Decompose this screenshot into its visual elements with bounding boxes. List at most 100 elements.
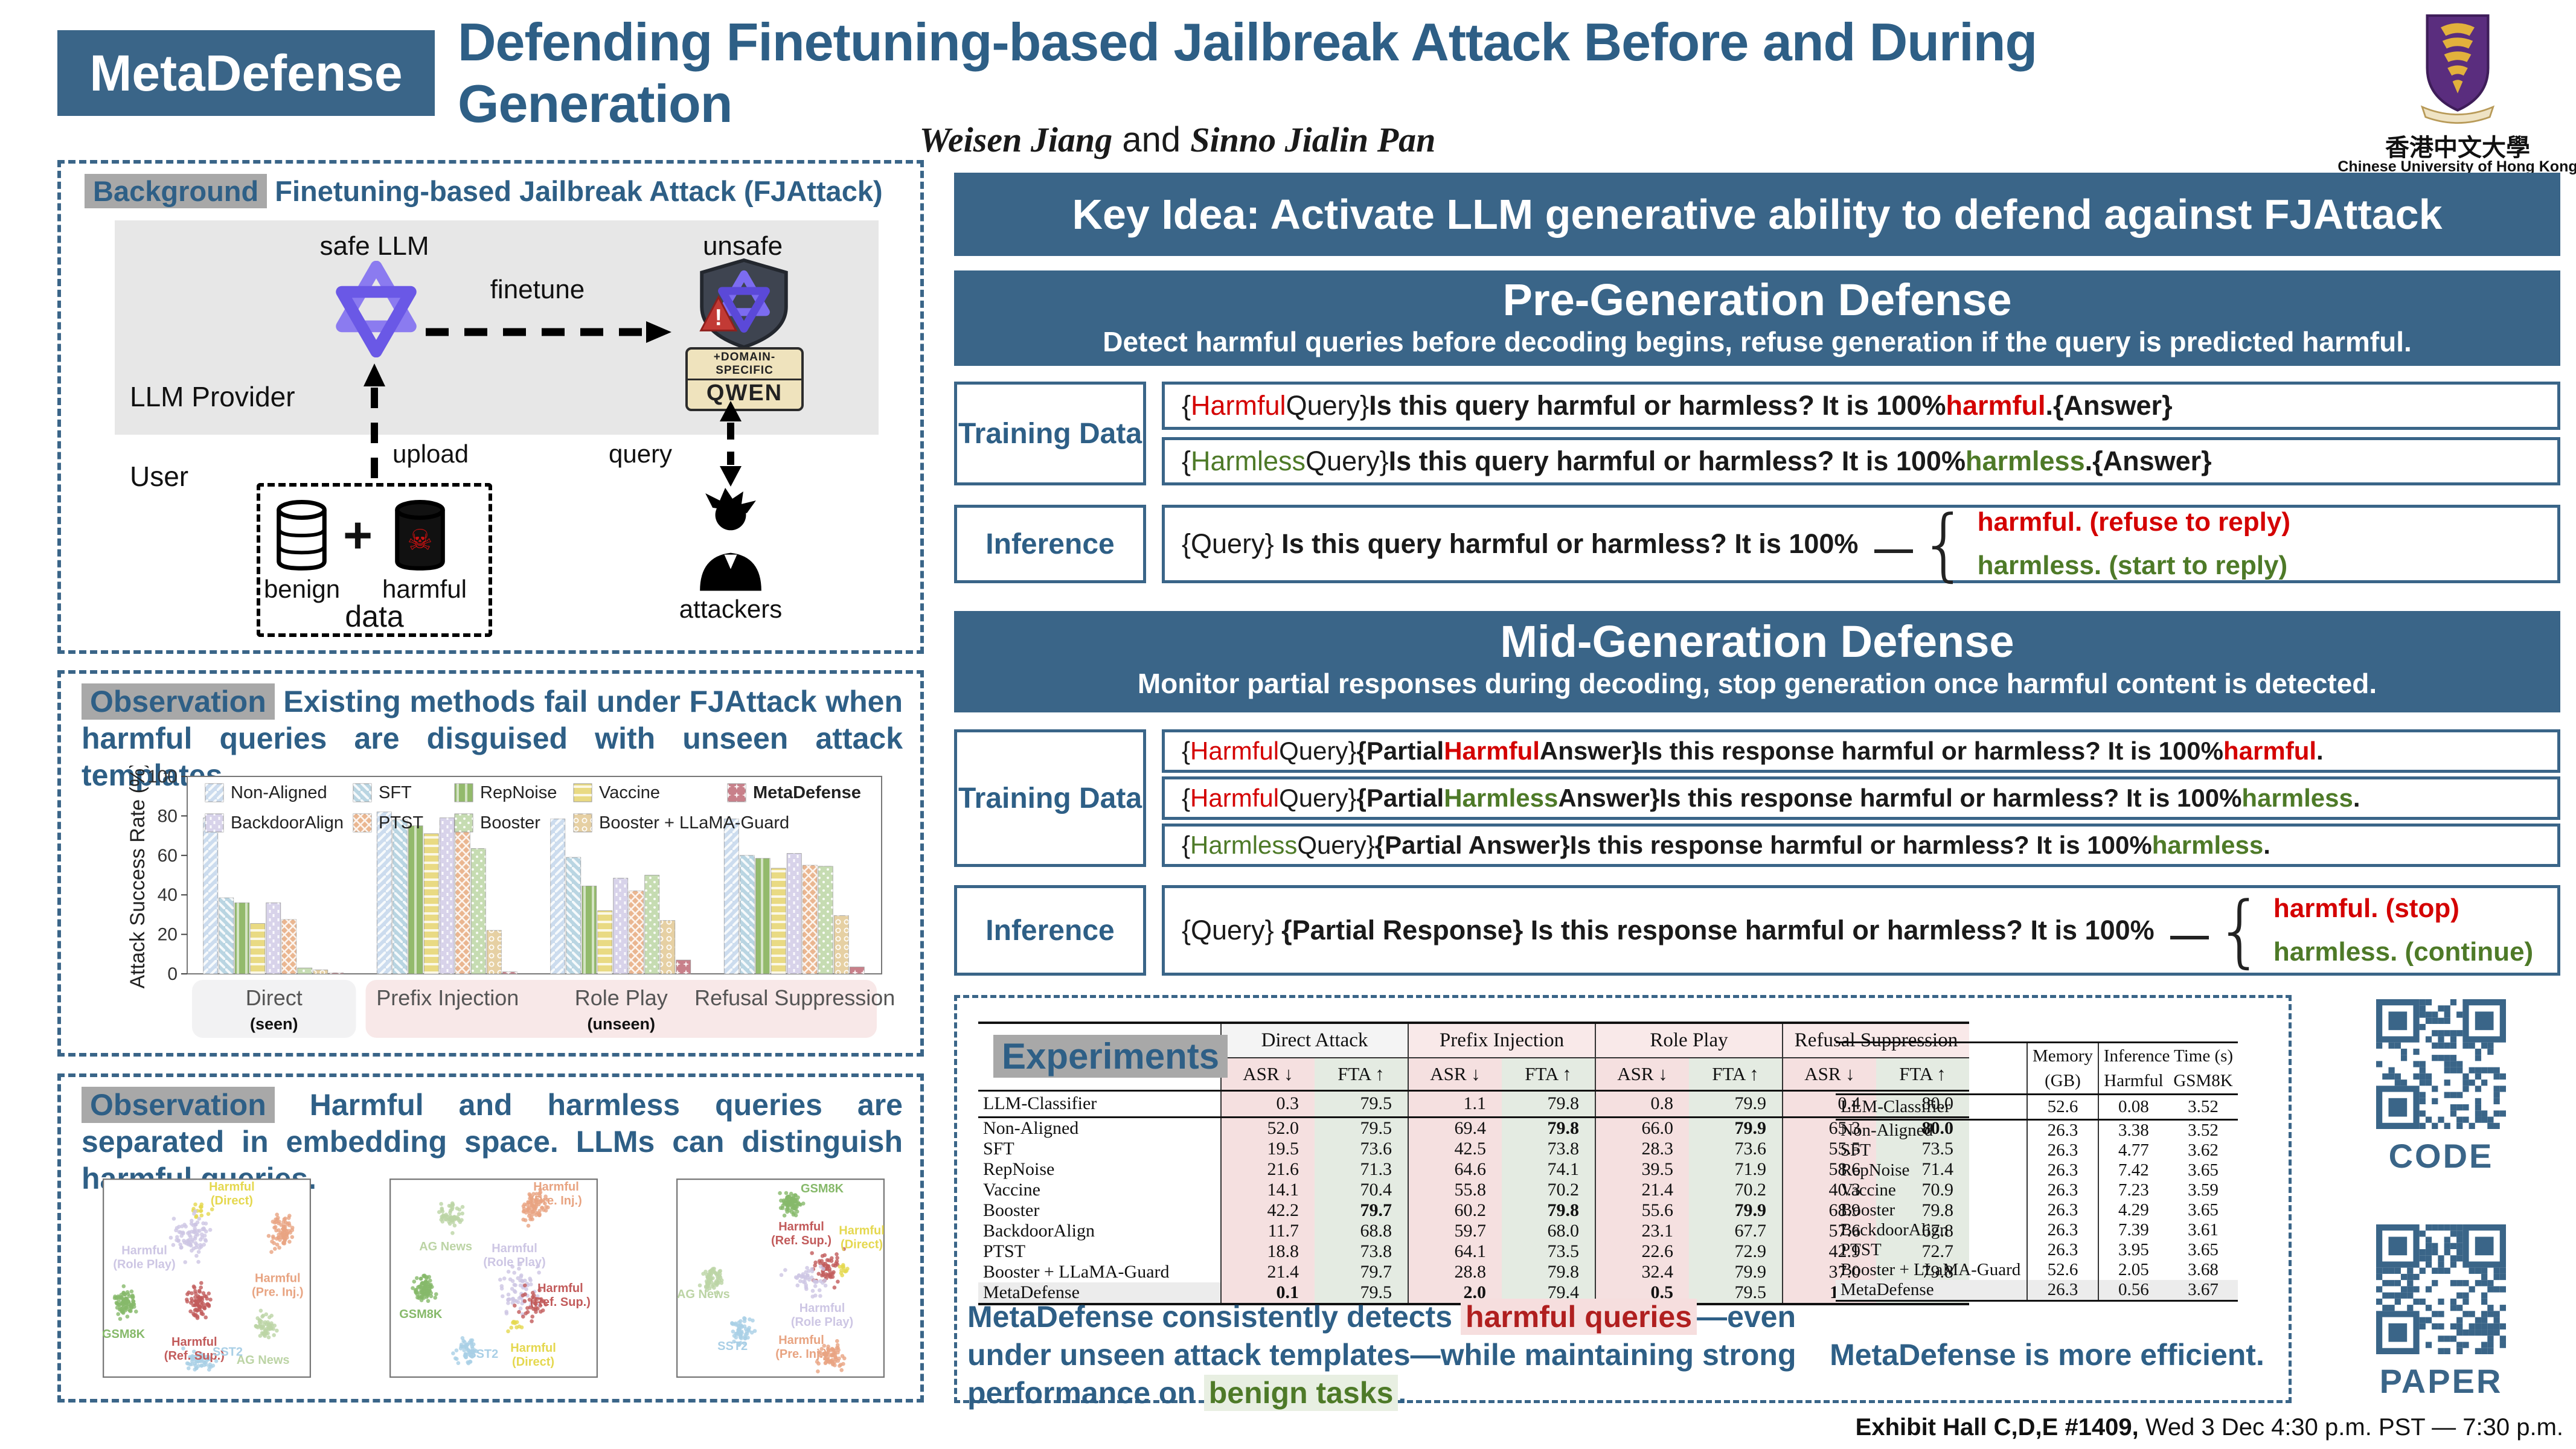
svg-text:Refusal Suppression: Refusal Suppression — [694, 985, 895, 1010]
table-row: BackdoorAlign 11.7 68.8 59.7 68.0 23.1 67.7 57.… — [978, 1220, 1969, 1241]
bar — [597, 910, 613, 974]
session-info: Exhibit Hall C,D,E #1409, Wed 3 Dec 4:30… — [1855, 1414, 2563, 1441]
bar — [660, 920, 676, 974]
conclusion-efficient: MetaDefense is more efficient. — [1830, 1338, 2264, 1372]
embedding-plot-1: Harmful (Direct) Harmful (Role Play) Harmful… — [102, 1178, 312, 1381]
bar — [219, 897, 234, 974]
svg-text:SFT: SFT — [379, 783, 412, 802]
table-row: Booster + LLaMA-Guard 52.6 2.05 3.68 — [1841, 1260, 2219, 1280]
svg-text:Non-Aligned: Non-Aligned — [231, 783, 327, 802]
observation2-title: Observation Harmful and harmless queries… — [82, 1087, 903, 1195]
svg-text:(Pre. Inj.): (Pre. Inj.) — [775, 1348, 827, 1361]
table-row: Non-Aligned 52.0 79.5 69.4 79.8 66.0 79.9 65.3 8… — [978, 1117, 1969, 1139]
svg-text:Harmful: Harmful — [255, 1272, 301, 1285]
svg-text:40: 40 — [158, 885, 178, 905]
svg-text:Vaccine: Vaccine — [599, 783, 660, 802]
table-row: RepNoise 26.3 7.42 3.65 — [1841, 1160, 2219, 1180]
bar — [408, 825, 423, 974]
embedding-plot-3: GSM8K Harmful (Ref. Sup.) Harmful (Direct) AG… — [676, 1178, 885, 1381]
mid-gen-banner: Mid-Generation Defense Monitor partial r… — [954, 611, 2560, 712]
svg-text:20: 20 — [158, 925, 178, 945]
efficiency-table: Memory Inference Time (s) (GB) Harmful G… — [1836, 1041, 2238, 1303]
bar — [250, 923, 266, 974]
svg-text:(seen): (seen) — [250, 1015, 298, 1033]
embedding-plot-2: Harmful (Pre. Inj.) AG News Harmful (Role Pl… — [389, 1178, 598, 1381]
brand-badge: MetaDefense — [57, 30, 435, 116]
safe-llm-label: safe LLM — [319, 231, 429, 261]
mid-gen-title: Mid-Generation Defense — [1500, 616, 2014, 667]
svg-text:Harmful: Harmful — [839, 1224, 885, 1237]
svg-text:☠: ☠ — [407, 524, 432, 557]
table-header: Memory Inference Time (s) — [1836, 1042, 2238, 1069]
pre-gen-title: Pre-Generation Defense — [1502, 275, 2012, 325]
observation1-title: Observation Existing methods fail under … — [82, 683, 903, 792]
svg-text:(Role Play): (Role Play) — [113, 1258, 175, 1271]
brace: { — [1918, 497, 1969, 590]
benign-label: benign — [263, 575, 341, 603]
svg-text:60: 60 — [158, 846, 178, 866]
svg-text:AG News: AG News — [237, 1354, 290, 1367]
table-group-header: Direct Attack Prefix Injection Role Play Re… — [978, 1023, 1969, 1058]
table-row: MetaDefense 26.3 0.56 3.67 — [1836, 1280, 2238, 1301]
mid-gen-train-row1: {Harmful Query} {Partial Harmful Answer}… — [1162, 729, 2560, 773]
table-row: Non-Aligned 26.3 3.38 3.52 — [1836, 1119, 2238, 1140]
mid-gen-train-row2: {Harmful Query} {Partial Harmless Answer… — [1162, 776, 2560, 820]
table-row: PTST 18.8 73.8 64.1 73.5 22.6 72.9 42.9 72.7 — [978, 1241, 1969, 1262]
svg-text:AG News: AG News — [419, 1240, 472, 1253]
authors: Weisen Jiang and Sinno Jialin Pan — [919, 120, 1436, 159]
bar — [313, 970, 328, 974]
table-row: BackdoorAlign 26.3 7.39 3.61 — [1841, 1220, 2219, 1240]
bar — [455, 818, 470, 974]
experiments-tag: Experiments — [993, 1035, 1228, 1078]
svg-text:SST2: SST2 — [717, 1340, 748, 1353]
asr-bar-chart: 0 20 40 60 80 100 Direct Prefix Injection Role … — [124, 761, 903, 1052]
bar — [266, 902, 281, 974]
table-row: SFT 26.3 4.77 3.62 — [1841, 1140, 2219, 1160]
table-row: SFT 19.5 73.6 42.5 73.8 28.3 73.6 55.5 73.5 — [978, 1138, 1969, 1159]
table-row: LLM-Classifier 0.3 79.5 1.1 79.8 0.8 79.9 0.4 80… — [978, 1090, 1969, 1117]
bar — [470, 848, 486, 974]
background-title: Background Finetuning-based Jailbreak At… — [85, 174, 906, 208]
pre-gen-option-harmful: harmful. (refuse to reply) — [1977, 507, 2290, 537]
cuhk-name-en: Chinese University of Hong Kong — [2337, 158, 2576, 175]
svg-text:BackdoorAlign: BackdoorAlign — [231, 813, 344, 833]
bar — [502, 971, 517, 974]
bar — [629, 891, 644, 974]
bar — [818, 866, 833, 974]
paper-qr-label: PAPER — [2379, 1362, 2503, 1400]
svg-text:Attack Success Rate (%): Attack Success Rate (%) — [126, 766, 149, 989]
svg-text:(Direct): (Direct) — [841, 1238, 883, 1251]
bar — [550, 818, 566, 974]
harmful-label: harmful — [382, 575, 467, 603]
svg-text:100: 100 — [147, 767, 178, 787]
table-row: LLM-Classifier 52.6 0.08 3.52 — [1836, 1094, 2238, 1120]
svg-text:Harmful: Harmful — [778, 1220, 824, 1233]
table-row: Booster + LLaMA-Guard 21.4 79.7 28.8 79.8 32.… — [978, 1261, 1969, 1282]
conclusion-detect: MetaDefense consistently detects harmful… — [967, 1299, 1796, 1411]
svg-text:Harmful: Harmful — [492, 1242, 537, 1255]
bar — [582, 886, 597, 974]
table-row: PTST 26.3 3.95 3.65 — [1841, 1240, 2219, 1260]
svg-text:Harmful: Harmful — [121, 1244, 167, 1257]
svg-text:Direct: Direct — [246, 985, 303, 1010]
plus-sign: + — [343, 507, 373, 563]
mid-gen-subtitle: Monitor partial responses during decodin… — [1137, 668, 2377, 699]
attackers-label: attackers — [679, 595, 783, 623]
pre-gen-option-harmless: harmless. (start to reply) — [1977, 551, 2288, 580]
pre-gen-training-label: Training Data — [954, 382, 1146, 485]
user-label: User — [130, 461, 189, 492]
asr-fta-table: Direct Attack Prefix Injection Role Play Re… — [978, 1022, 1969, 1307]
llm-provider-label: LLM Provider — [130, 381, 295, 412]
bar — [723, 818, 739, 974]
svg-text:GSM8K: GSM8K — [103, 1328, 146, 1341]
svg-text:Booster + LLaMA-Guard: Booster + LLaMA-Guard — [599, 813, 789, 833]
unsafe-shield-icon: ! — [699, 258, 788, 349]
bar — [786, 853, 802, 974]
bar — [281, 919, 297, 974]
paper-qr — [2376, 1224, 2506, 1357]
query-label: query — [609, 440, 673, 468]
svg-text:Role Play: Role Play — [575, 985, 668, 1010]
pre-gen-banner: Pre-Generation Defense Detect harmful qu… — [954, 270, 2560, 366]
pre-gen-inference-label: Inference — [954, 505, 1146, 583]
